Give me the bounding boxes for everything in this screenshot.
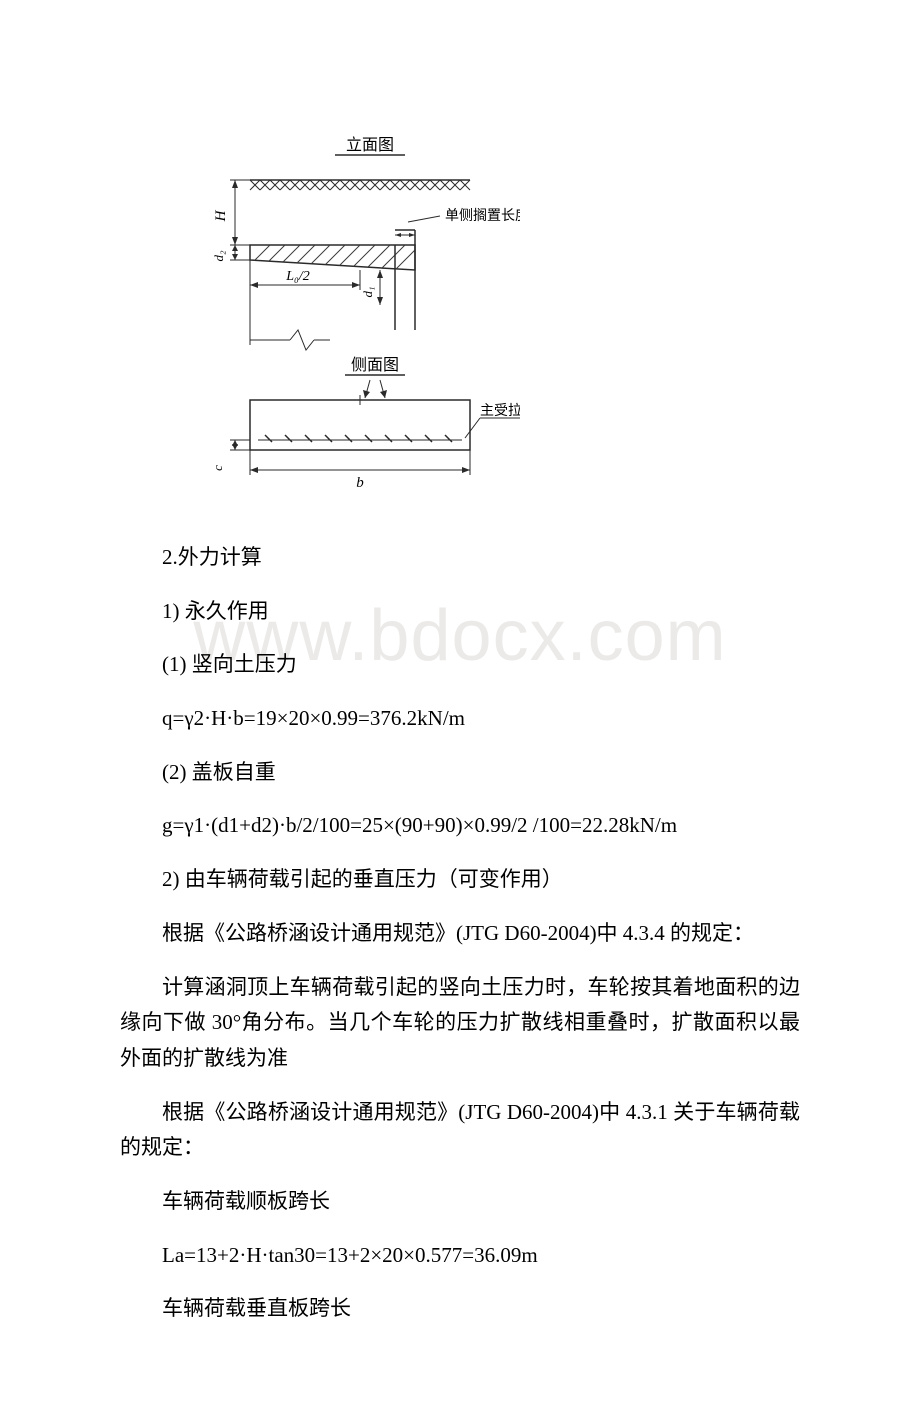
svg-text:d₁: d₁ bbox=[360, 286, 375, 297]
dim-d2: d₂ bbox=[211, 245, 250, 262]
side-section bbox=[250, 395, 470, 450]
para-6: g=γ1·(d1+d2)·b/2/100=25×(90+90)×0.99/2 /… bbox=[120, 808, 800, 844]
para-1: 2.外力计算 bbox=[120, 540, 800, 576]
engineering-diagram: 立面图 bbox=[180, 130, 520, 510]
para-3: (1) 竖向土压力 bbox=[120, 647, 800, 683]
para-8: 根据《公路桥涵设计通用规范》(JTG D60-2004)中 4.3.4 的规定： bbox=[78, 916, 800, 952]
elevation-label: 立面图 bbox=[346, 136, 394, 154]
single-side-label: 单侧搁置长度 bbox=[445, 208, 520, 224]
dim-b: b bbox=[250, 450, 470, 491]
para-13: 车辆荷载垂直板跨长 bbox=[120, 1291, 800, 1327]
para-2: 1) 永久作用 bbox=[120, 594, 800, 630]
para-12: La=13+2·H·tan30=13+2×20×0.577=36.09m bbox=[120, 1238, 800, 1274]
dim-d1: d₁ bbox=[360, 270, 383, 305]
slab bbox=[240, 240, 425, 275]
dim-L0half: L₀/2 bbox=[250, 260, 360, 345]
dim-c: c bbox=[210, 440, 250, 471]
svg-text:H: H bbox=[213, 209, 229, 222]
page-content: 立面图 bbox=[0, 0, 920, 1405]
centerline bbox=[250, 330, 330, 350]
para-7: 2) 由车辆荷载引起的垂直压力（可变作用） bbox=[120, 862, 800, 898]
para-10: 根据《公路桥涵设计通用规范》(JTG D60-2004)中 4.3.1 关于车辆… bbox=[120, 1095, 800, 1166]
ground-hatch bbox=[250, 180, 470, 190]
dim-H: H bbox=[213, 180, 250, 245]
main-rebar-label: 主受拉钢筋 bbox=[480, 402, 520, 419]
svg-text:b: b bbox=[356, 475, 364, 491]
para-4: q=γ2·H·b=19×20×0.99=376.2kN/m bbox=[120, 701, 800, 737]
svg-text:d₂: d₂ bbox=[211, 250, 226, 262]
svg-text:L₀/2: L₀/2 bbox=[285, 269, 310, 284]
diagram-container: 立面图 bbox=[180, 130, 520, 510]
para-9: 计算涵洞顶上车辆荷载引起的竖向土压力时，车轮按其着地面积的边缘向下做 30°角分… bbox=[120, 970, 800, 1077]
para-11: 车辆荷载顺板跨长 bbox=[120, 1184, 800, 1220]
svg-text:c: c bbox=[210, 465, 225, 471]
side-label: 侧面图 bbox=[351, 356, 399, 374]
para-5: (2) 盖板自重 bbox=[120, 755, 800, 791]
